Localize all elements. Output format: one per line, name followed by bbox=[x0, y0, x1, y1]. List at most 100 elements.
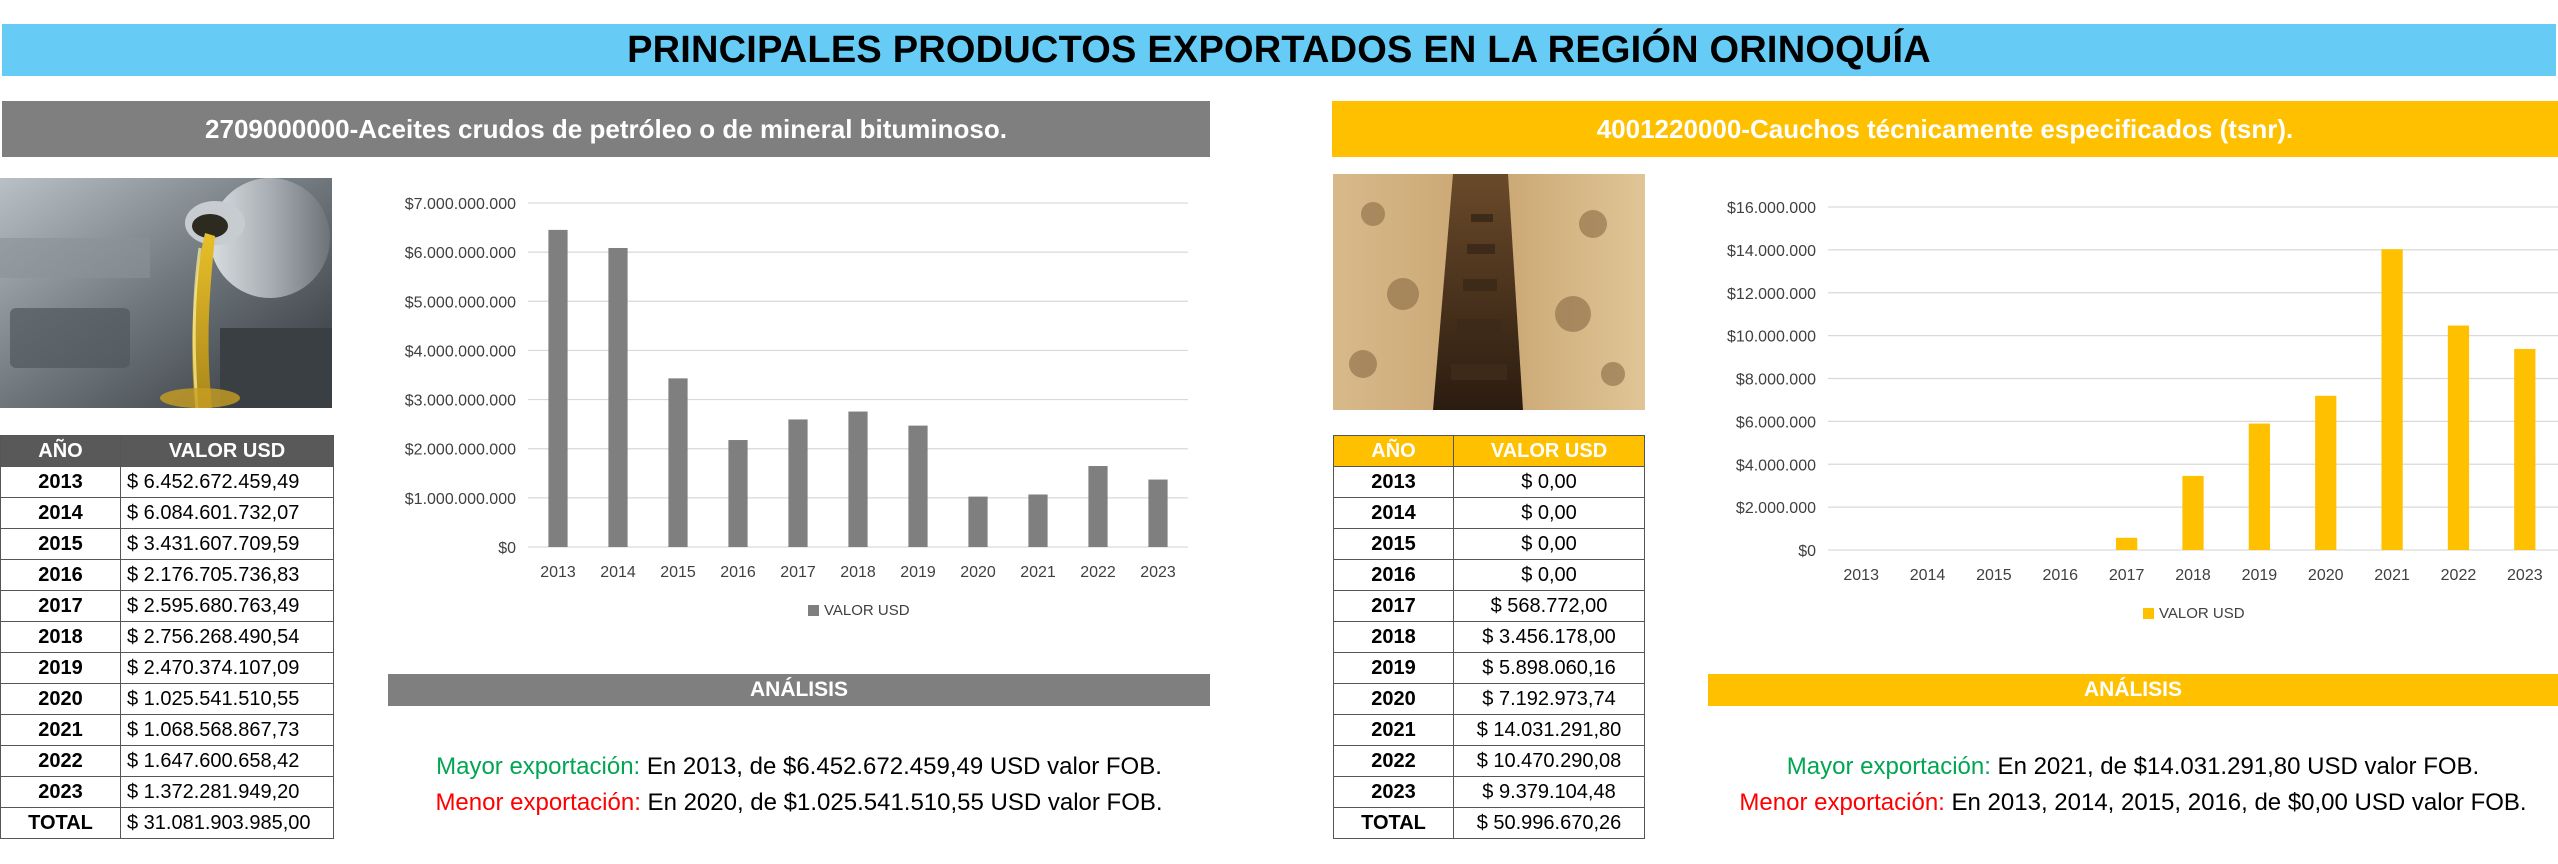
oil-pouring-image bbox=[0, 178, 332, 408]
bar bbox=[2315, 395, 2337, 550]
x-tick-label: 2015 bbox=[1976, 567, 2012, 584]
year-cell: 2013 bbox=[1333, 466, 1454, 498]
value-column-header: VALOR USD bbox=[120, 435, 334, 467]
y-tick-label: $4.000.000 bbox=[1736, 457, 1816, 474]
year-cell: 2018 bbox=[0, 621, 121, 653]
min-export-label: Menor exportación: bbox=[1739, 789, 1945, 816]
value-cell: $ 10.470.290,08 bbox=[1453, 745, 1645, 777]
table-row: 2020 $ 1.025.541.510,55 bbox=[0, 683, 334, 715]
oil-bar-chart-svg: $0 $1.000.000.000 $2.000.000.000 $3.000.000… bbox=[405, 196, 1188, 619]
left-analysis-text: Mayor exportación: En 2013, de $6.452.67… bbox=[388, 749, 1210, 821]
year-cell: 2014 bbox=[0, 497, 121, 529]
min-export-text: En 2013, 2014, 2015, 2016, de $0,00 USD … bbox=[1944, 789, 2527, 816]
legend-swatch bbox=[2143, 608, 2154, 619]
legend-label: VALOR USD bbox=[824, 602, 910, 619]
value-cell: $ 1.068.568.867,73 bbox=[120, 714, 334, 746]
table-row: 2022 $ 1.647.600.658,42 bbox=[0, 745, 334, 777]
year-cell: 2017 bbox=[0, 590, 121, 622]
value-cell: $ 3.456.178,00 bbox=[1453, 621, 1645, 653]
year-cell: 2016 bbox=[0, 559, 121, 591]
x-tick-label: 2021 bbox=[1020, 564, 1056, 581]
y-tick-label: $16.000.000 bbox=[1727, 200, 1816, 217]
year-cell: 2016 bbox=[1333, 559, 1454, 591]
year-column-header: AÑO bbox=[1333, 435, 1454, 467]
value-cell: $ 1.372.281.949,20 bbox=[120, 776, 334, 808]
bar bbox=[668, 378, 688, 547]
total-row: TOTAL $ 50.996.670,26 bbox=[1333, 807, 1645, 839]
table-row: 2019 $ 5.898.060,16 bbox=[1333, 652, 1645, 684]
y-tick-label: $0 bbox=[498, 540, 516, 557]
bar bbox=[2182, 475, 2204, 550]
value-cell: $ 5.898.060,16 bbox=[1453, 652, 1645, 684]
table-row: 2017 $ 568.772,00 bbox=[1333, 590, 1645, 622]
value-cell: $ 6.452.672.459,49 bbox=[120, 466, 334, 498]
year-cell: 2022 bbox=[0, 745, 121, 777]
x-tick-label: 2017 bbox=[2109, 567, 2145, 584]
table-row: 2023 $ 9.379.104,48 bbox=[1333, 776, 1645, 808]
table-row: 2013 $ 6.452.672.459,49 bbox=[0, 466, 334, 498]
table-row: 2014 $ 6.084.601.732,07 bbox=[0, 497, 334, 529]
max-export-text: En 2021, de $14.031.291,80 USD valor FOB… bbox=[1990, 753, 2480, 780]
year-cell: 2017 bbox=[1333, 590, 1454, 622]
table-row: 2021 $ 1.068.568.867,73 bbox=[0, 714, 334, 746]
legend-label: VALOR USD bbox=[2159, 605, 2245, 622]
x-tick-label: 2019 bbox=[2242, 567, 2278, 584]
year-cell: 2015 bbox=[1333, 528, 1454, 560]
y-tick-label: $12.000.000 bbox=[1727, 286, 1816, 303]
y-tick-label: $4.000.000.000 bbox=[405, 343, 516, 360]
table-row: 2021 $ 14.031.291,80 bbox=[1333, 714, 1645, 746]
total-value: $ 50.996.670,26 bbox=[1453, 807, 1645, 839]
year-cell: 2020 bbox=[1333, 683, 1454, 715]
year-column-header: AÑO bbox=[0, 435, 121, 467]
y-tick-label: $1.000.000.000 bbox=[405, 491, 516, 508]
y-tick-label: $3.000.000.000 bbox=[405, 393, 516, 410]
bar bbox=[2248, 423, 2270, 550]
bar bbox=[908, 425, 928, 547]
x-tick-label: 2020 bbox=[2308, 567, 2344, 584]
table-row: 2018 $ 3.456.178,00 bbox=[1333, 621, 1645, 653]
min-export-line: Menor exportación: En 2020, de $1.025.54… bbox=[388, 785, 1210, 821]
x-tick-label: 2022 bbox=[2441, 567, 2477, 584]
value-cell: $ 6.084.601.732,07 bbox=[120, 497, 334, 529]
y-tick-label: $8.000.000 bbox=[1736, 372, 1816, 389]
y-tick-label: $2.000.000 bbox=[1736, 500, 1816, 517]
bar bbox=[1148, 479, 1168, 547]
value-cell: $ 0,00 bbox=[1453, 466, 1645, 498]
value-cell: $ 7.192.973,74 bbox=[1453, 683, 1645, 715]
table-row: 2015 $ 3.431.607.709,59 bbox=[0, 528, 334, 560]
year-cell: 2023 bbox=[0, 776, 121, 808]
x-tick-label: 2017 bbox=[780, 564, 816, 581]
table-row: 2016 $ 2.176.705.736,83 bbox=[0, 559, 334, 591]
x-tick-label: 2013 bbox=[540, 564, 576, 581]
y-tick-label: $6.000.000 bbox=[1736, 414, 1816, 431]
left-analysis-header: ANÁLISIS bbox=[388, 674, 1210, 706]
value-cell: $ 3.431.607.709,59 bbox=[120, 528, 334, 560]
value-cell: $ 0,00 bbox=[1453, 528, 1645, 560]
max-export-text: En 2013, de $6.452.672.459,49 USD valor … bbox=[640, 753, 1162, 780]
bar bbox=[728, 440, 748, 547]
y-tick-label: $0 bbox=[1798, 543, 1816, 560]
value-cell: $ 1.647.600.658,42 bbox=[120, 745, 334, 777]
max-export-label: Mayor exportación: bbox=[436, 753, 641, 780]
x-tick-label: 2023 bbox=[2507, 567, 2543, 584]
oil-bar-chart: $0 $1.000.000.000 $2.000.000.000 $3.000.000… bbox=[388, 180, 1210, 640]
y-tick-label: $7.000.000.000 bbox=[405, 196, 516, 213]
right-analysis-text: Mayor exportación: En 2021, de $14.031.2… bbox=[1708, 749, 2558, 821]
right-product-header: 4001220000-Cauchos técnicamente especifi… bbox=[1332, 101, 2558, 157]
table-row: 2017 $ 2.595.680.763,49 bbox=[0, 590, 334, 622]
total-label: TOTAL bbox=[1333, 807, 1454, 839]
value-cell: $ 568.772,00 bbox=[1453, 590, 1645, 622]
x-tick-label: 2016 bbox=[720, 564, 756, 581]
year-cell: 2013 bbox=[0, 466, 121, 498]
year-cell: 2020 bbox=[0, 683, 121, 715]
year-cell: 2014 bbox=[1333, 497, 1454, 529]
year-cell: 2018 bbox=[1333, 621, 1454, 653]
bar bbox=[608, 247, 628, 547]
table-row: 2018 $ 2.756.268.490,54 bbox=[0, 621, 334, 653]
value-cell: $ 9.379.104,48 bbox=[1453, 776, 1645, 808]
x-tick-label: 2016 bbox=[2042, 567, 2078, 584]
year-cell: 2015 bbox=[0, 528, 121, 560]
bar bbox=[2514, 348, 2536, 550]
table-row: 2020 $ 7.192.973,74 bbox=[1333, 683, 1645, 715]
table-row: 2014 $ 0,00 bbox=[1333, 497, 1645, 529]
